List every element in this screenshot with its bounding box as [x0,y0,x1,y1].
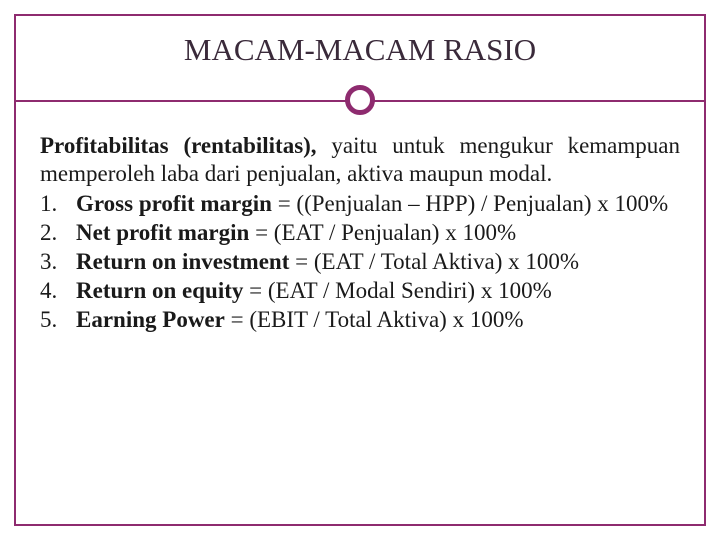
list-term: Gross profit margin [76,191,272,216]
list-term: Return on equity [76,278,243,303]
list-item: Return on investment = (EAT / Total Akti… [76,248,680,276]
list-item: Net profit margin = (EAT / Penjualan) x … [76,219,680,247]
list-term: Return on investment [76,249,289,274]
slide-frame: MACAM-MACAM RASIO Profitabilitas (rentab… [14,14,706,526]
list-rest: = (EAT / Penjualan) x 100% [249,220,516,245]
ratio-list: Gross profit margin = ((Penjualan – HPP)… [40,190,680,334]
list-item: Earning Power = (EBIT / Total Aktiva) x … [76,306,680,334]
slide-content: Profitabilitas (rentabilitas), yaitu unt… [16,126,704,334]
list-term: Earning Power [76,307,225,332]
divider-circle-icon [345,85,375,115]
title-divider [16,84,704,116]
list-item: Return on equity = (EAT / Modal Sendiri)… [76,277,680,305]
slide: MACAM-MACAM RASIO Profitabilitas (rentab… [0,0,720,540]
intro-lead: Profitabilitas (rentabilitas), [40,133,317,158]
list-rest: = (EBIT / Total Aktiva) x 100% [225,307,524,332]
list-item: Gross profit margin = ((Penjualan – HPP)… [76,190,680,218]
slide-title: MACAM-MACAM RASIO [16,28,704,84]
list-rest: = (EAT / Total Aktiva) x 100% [289,249,579,274]
list-term: Net profit margin [76,220,249,245]
intro-paragraph: Profitabilitas (rentabilitas), yaitu unt… [40,132,680,188]
list-rest: = (EAT / Modal Sendiri) x 100% [243,278,551,303]
list-rest: = ((Penjualan – HPP) / Penjualan) x 100% [272,191,668,216]
